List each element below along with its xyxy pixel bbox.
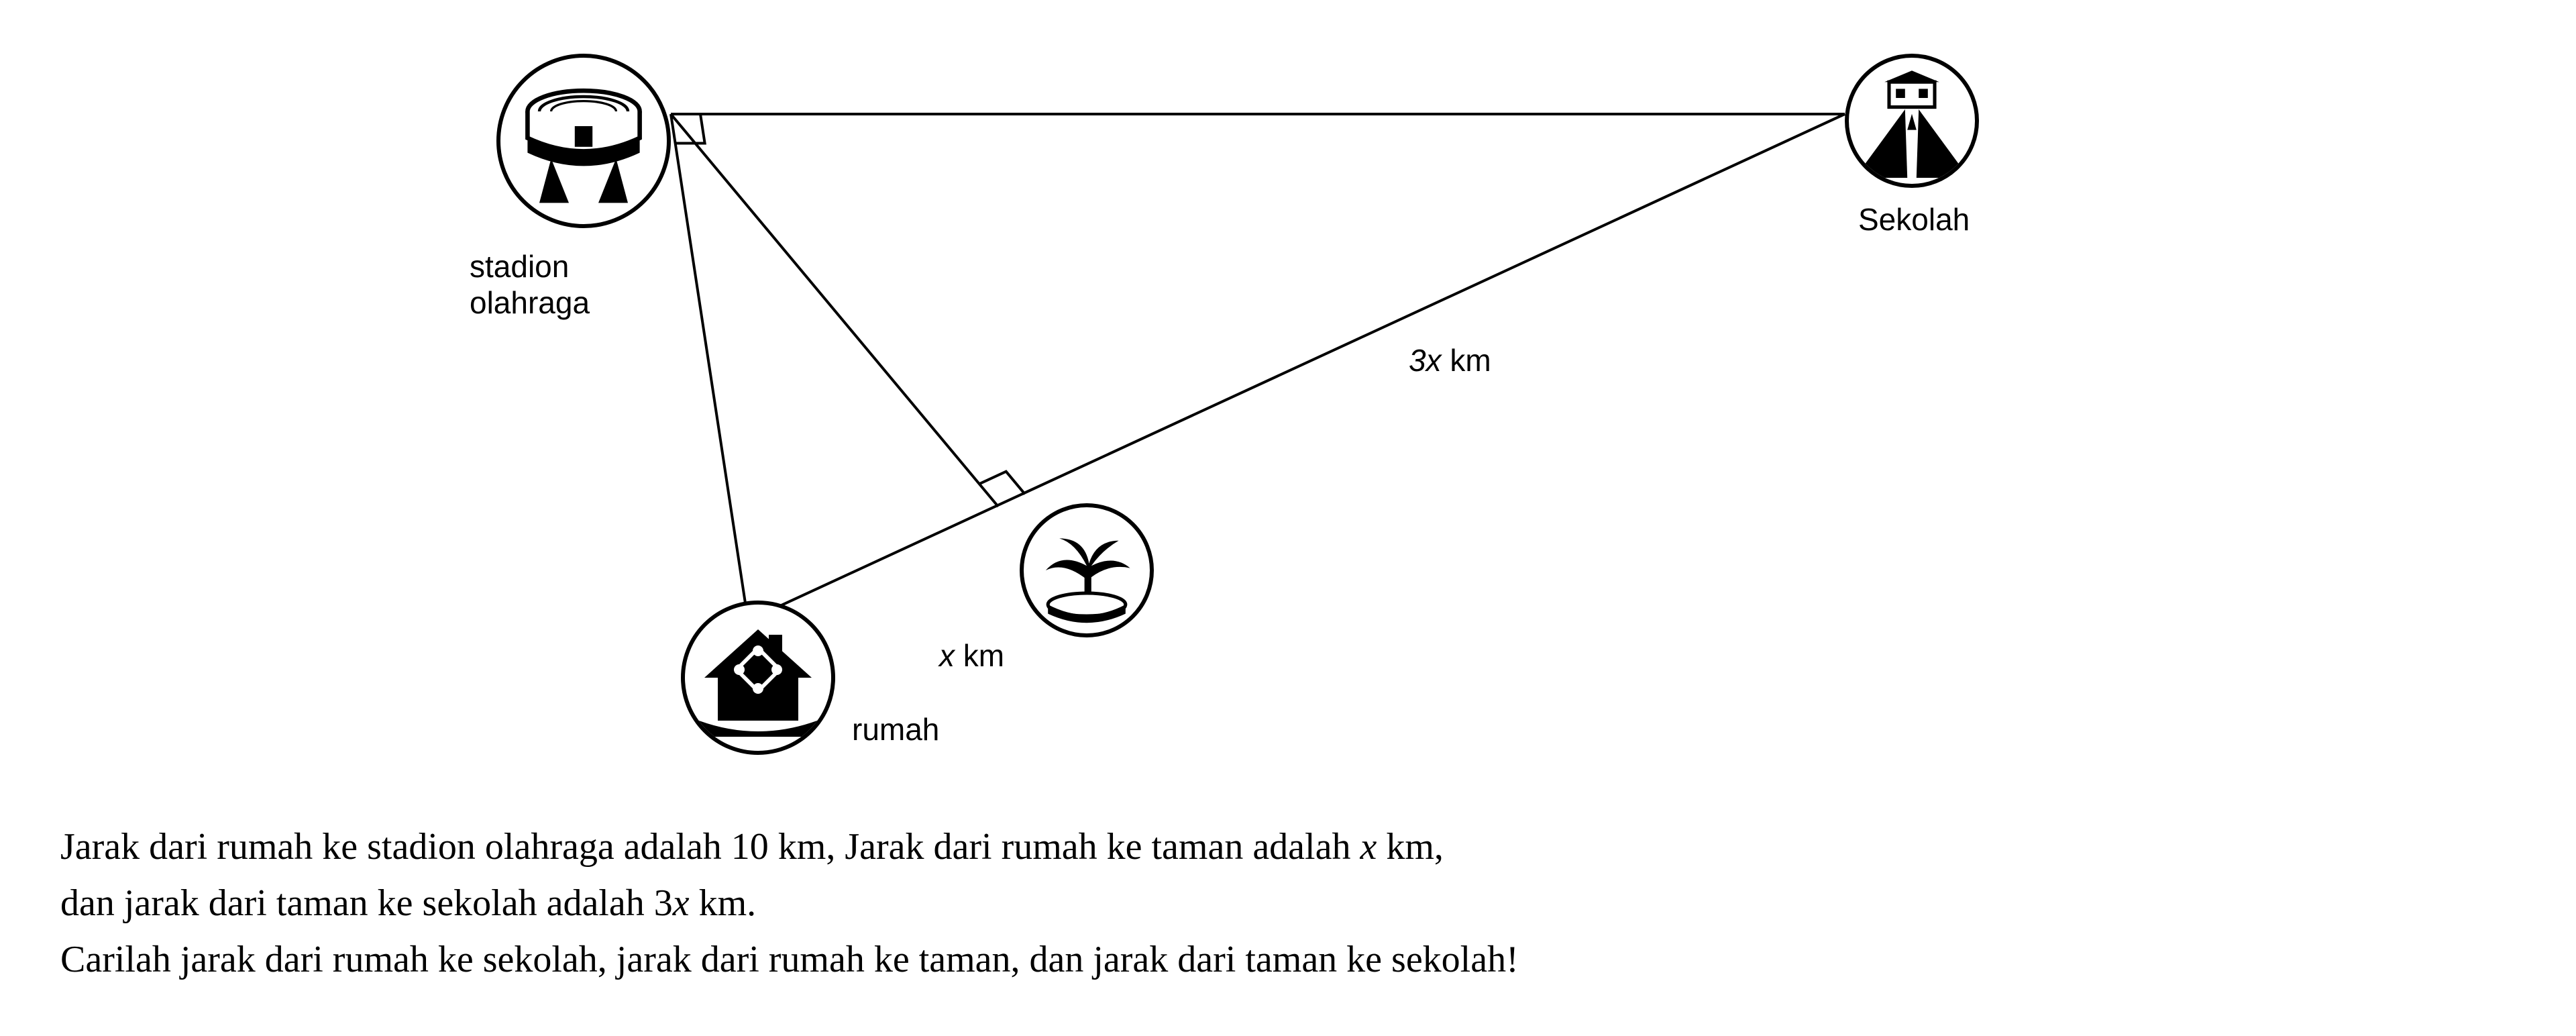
text-line1var: x — [1360, 826, 1377, 868]
text-line2a: dan jarak dari taman ke sekolah adalah 3 — [60, 882, 673, 924]
text-line1b: km, — [1377, 826, 1444, 868]
edge-label-3x-var: 3x — [1409, 343, 1442, 378]
school-icon — [1855, 64, 1969, 178]
edge-line — [748, 114, 1845, 621]
edge-line — [671, 114, 998, 507]
problem-line-3: Carilah jarak dari rumah ke sekolah, jar… — [60, 931, 2516, 988]
node-park — [1020, 503, 1154, 637]
stadium-icon — [510, 67, 657, 215]
edge-label-3x-unit: km — [1442, 343, 1491, 378]
edge-label-xkm-var: x — [939, 638, 955, 673]
edge-label-3x: 3x km — [1409, 342, 1491, 378]
problem-line-2: dan jarak dari taman ke sekolah adalah 3… — [60, 875, 2516, 931]
node-house — [681, 601, 835, 755]
text-line2b: km. — [690, 882, 757, 924]
label-house: rumah — [852, 711, 939, 747]
edge-line — [671, 114, 748, 621]
edge-label-xkm-unit: km — [955, 638, 1004, 673]
diagram-area: stadion olahraga Sekolah — [0, 0, 2576, 805]
text-line2var: x — [673, 882, 690, 924]
node-stadium — [496, 54, 671, 228]
label-school: Sekolah — [1858, 201, 1970, 238]
diagram-svg — [0, 0, 2576, 805]
label-stadium: stadion olahraga — [470, 248, 590, 321]
house-icon — [691, 611, 825, 745]
edge-label-xkm: x km — [939, 637, 1004, 674]
problem-line-1: Jarak dari rumah ke stadion olahraga ada… — [60, 819, 2516, 875]
node-school — [1845, 54, 1979, 188]
problem-text: Jarak dari rumah ke stadion olahraga ada… — [60, 819, 2516, 988]
palm-icon — [1030, 513, 1144, 627]
text-line1a: Jarak dari rumah ke stadion olahraga ada… — [60, 826, 1360, 868]
